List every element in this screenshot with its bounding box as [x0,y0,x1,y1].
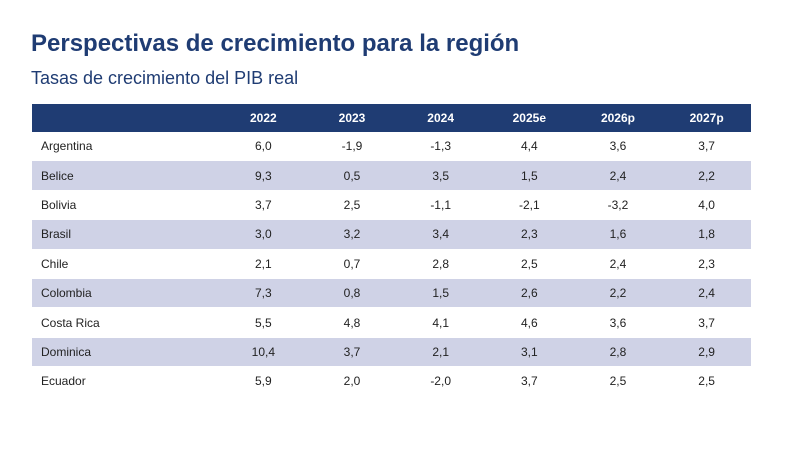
value-cell: 2,5 [307,190,397,221]
value-cell: -3,2 [573,190,663,221]
value-cell: 2,4 [573,160,663,191]
value-cell: 2,3 [662,249,751,279]
value-cell: 10,4 [219,337,308,368]
header-cell-country [32,104,220,132]
table-row: Argentina 6,0 -1,9 -1,3 4,4 3,6 3,7 [32,132,751,162]
value-cell: 2,2 [573,278,663,309]
value-cell: 3,7 [484,366,574,397]
value-cell: -2,0 [396,366,485,397]
value-cell: 4,8 [307,307,397,338]
value-cell: 2,9 [662,337,751,368]
value-cell: 1,5 [396,278,485,309]
table-row: Brasil 3,0 3,2 3,4 2,3 1,6 1,8 [32,219,751,250]
country-cell: Argentina [32,132,220,162]
value-cell: 3,2 [307,219,397,250]
value-cell: 1,5 [484,160,574,191]
country-cell: Belice [32,160,220,191]
growth-table: 2022 2023 2024 2025e 2026p 2027p Argentina 6,0… [32,104,751,397]
value-cell: 0,5 [307,160,397,191]
country-cell: Brasil [32,219,220,250]
country-cell: Ecuador [32,366,220,397]
header-cell-year: 2024 [396,104,485,132]
value-cell: 2,1 [219,249,308,279]
value-cell: 9,3 [219,160,308,191]
page-title: Perspectivas de crecimiento para la regi… [31,30,520,57]
header-cell-year: 2026p [573,104,663,132]
value-cell: 3,7 [219,190,308,221]
header-cell-year: 2022 [219,104,308,132]
table-row: Bolivia 3,7 2,5 -1,1 -2,1 -3,2 4,0 [32,190,751,221]
value-cell: 2,8 [396,249,485,279]
header-cell-year: 2025e [484,104,574,132]
value-cell: 2,6 [484,278,574,309]
value-cell: 1,6 [573,219,663,250]
value-cell: 2,1 [396,337,485,368]
value-cell: 2,5 [484,249,574,279]
table-row: Belice 9,3 0,5 3,5 1,5 2,4 2,2 [32,160,751,191]
value-cell: -1,1 [396,190,485,221]
country-cell: Chile [32,249,220,279]
table-row: Ecuador 5,9 2,0 -2,0 3,7 2,5 2,5 [32,366,751,397]
table-row: Colombia 7,3 0,8 1,5 2,6 2,2 2,4 [32,278,751,309]
value-cell: 2,3 [484,219,574,250]
country-cell: Colombia [32,278,220,309]
value-cell: 2,5 [573,366,663,397]
value-cell: -1,9 [307,132,397,162]
value-cell: 5,9 [219,366,308,397]
value-cell: 3,6 [573,307,663,338]
value-cell: 2,8 [573,337,663,368]
value-cell: 4,0 [662,190,751,221]
table-row: Chile 2,1 0,7 2,8 2,5 2,4 2,3 [32,249,751,279]
header-cell-year: 2027p [662,104,751,132]
value-cell: 7,3 [219,278,308,309]
value-cell: 2,4 [573,249,663,279]
value-cell: 4,6 [484,307,574,338]
table-body: Argentina 6,0 -1,9 -1,3 4,4 3,6 3,7 Belice 9,3 0,… [32,132,751,397]
value-cell: 2,0 [307,366,397,397]
table-header-row: 2022 2023 2024 2025e 2026p 2027p [32,104,751,132]
page-subtitle: Tasas de crecimiento del PIB real [31,68,299,88]
header-cell-year: 2023 [307,104,397,132]
value-cell: 4,4 [484,132,574,162]
value-cell: 4,1 [396,307,485,338]
value-cell: 2,4 [662,278,751,309]
value-cell: 3,5 [396,160,485,191]
value-cell: 6,0 [219,132,308,162]
value-cell: 3,4 [396,219,485,250]
country-cell: Bolivia [32,190,220,221]
value-cell: 1,8 [662,219,751,250]
value-cell: 3,0 [219,219,308,250]
value-cell: 3,6 [573,132,663,162]
country-cell: Costa Rica [32,307,220,338]
value-cell: 3,7 [307,337,397,368]
value-cell: 5,5 [219,307,308,338]
value-cell: 2,5 [662,366,751,397]
value-cell: 3,7 [662,307,751,338]
country-cell: Dominica [32,337,220,368]
value-cell: 0,7 [307,249,397,279]
value-cell: -2,1 [484,190,574,221]
table-row: Dominica 10,4 3,7 2,1 3,1 2,8 2,9 [32,337,751,368]
value-cell: -1,3 [396,132,485,162]
table-row: Costa Rica 5,5 4,8 4,1 4,6 3,6 3,7 [32,307,751,338]
value-cell: 3,7 [662,132,751,162]
value-cell: 3,1 [484,337,574,368]
value-cell: 0,8 [307,278,397,309]
value-cell: 2,2 [662,160,751,191]
